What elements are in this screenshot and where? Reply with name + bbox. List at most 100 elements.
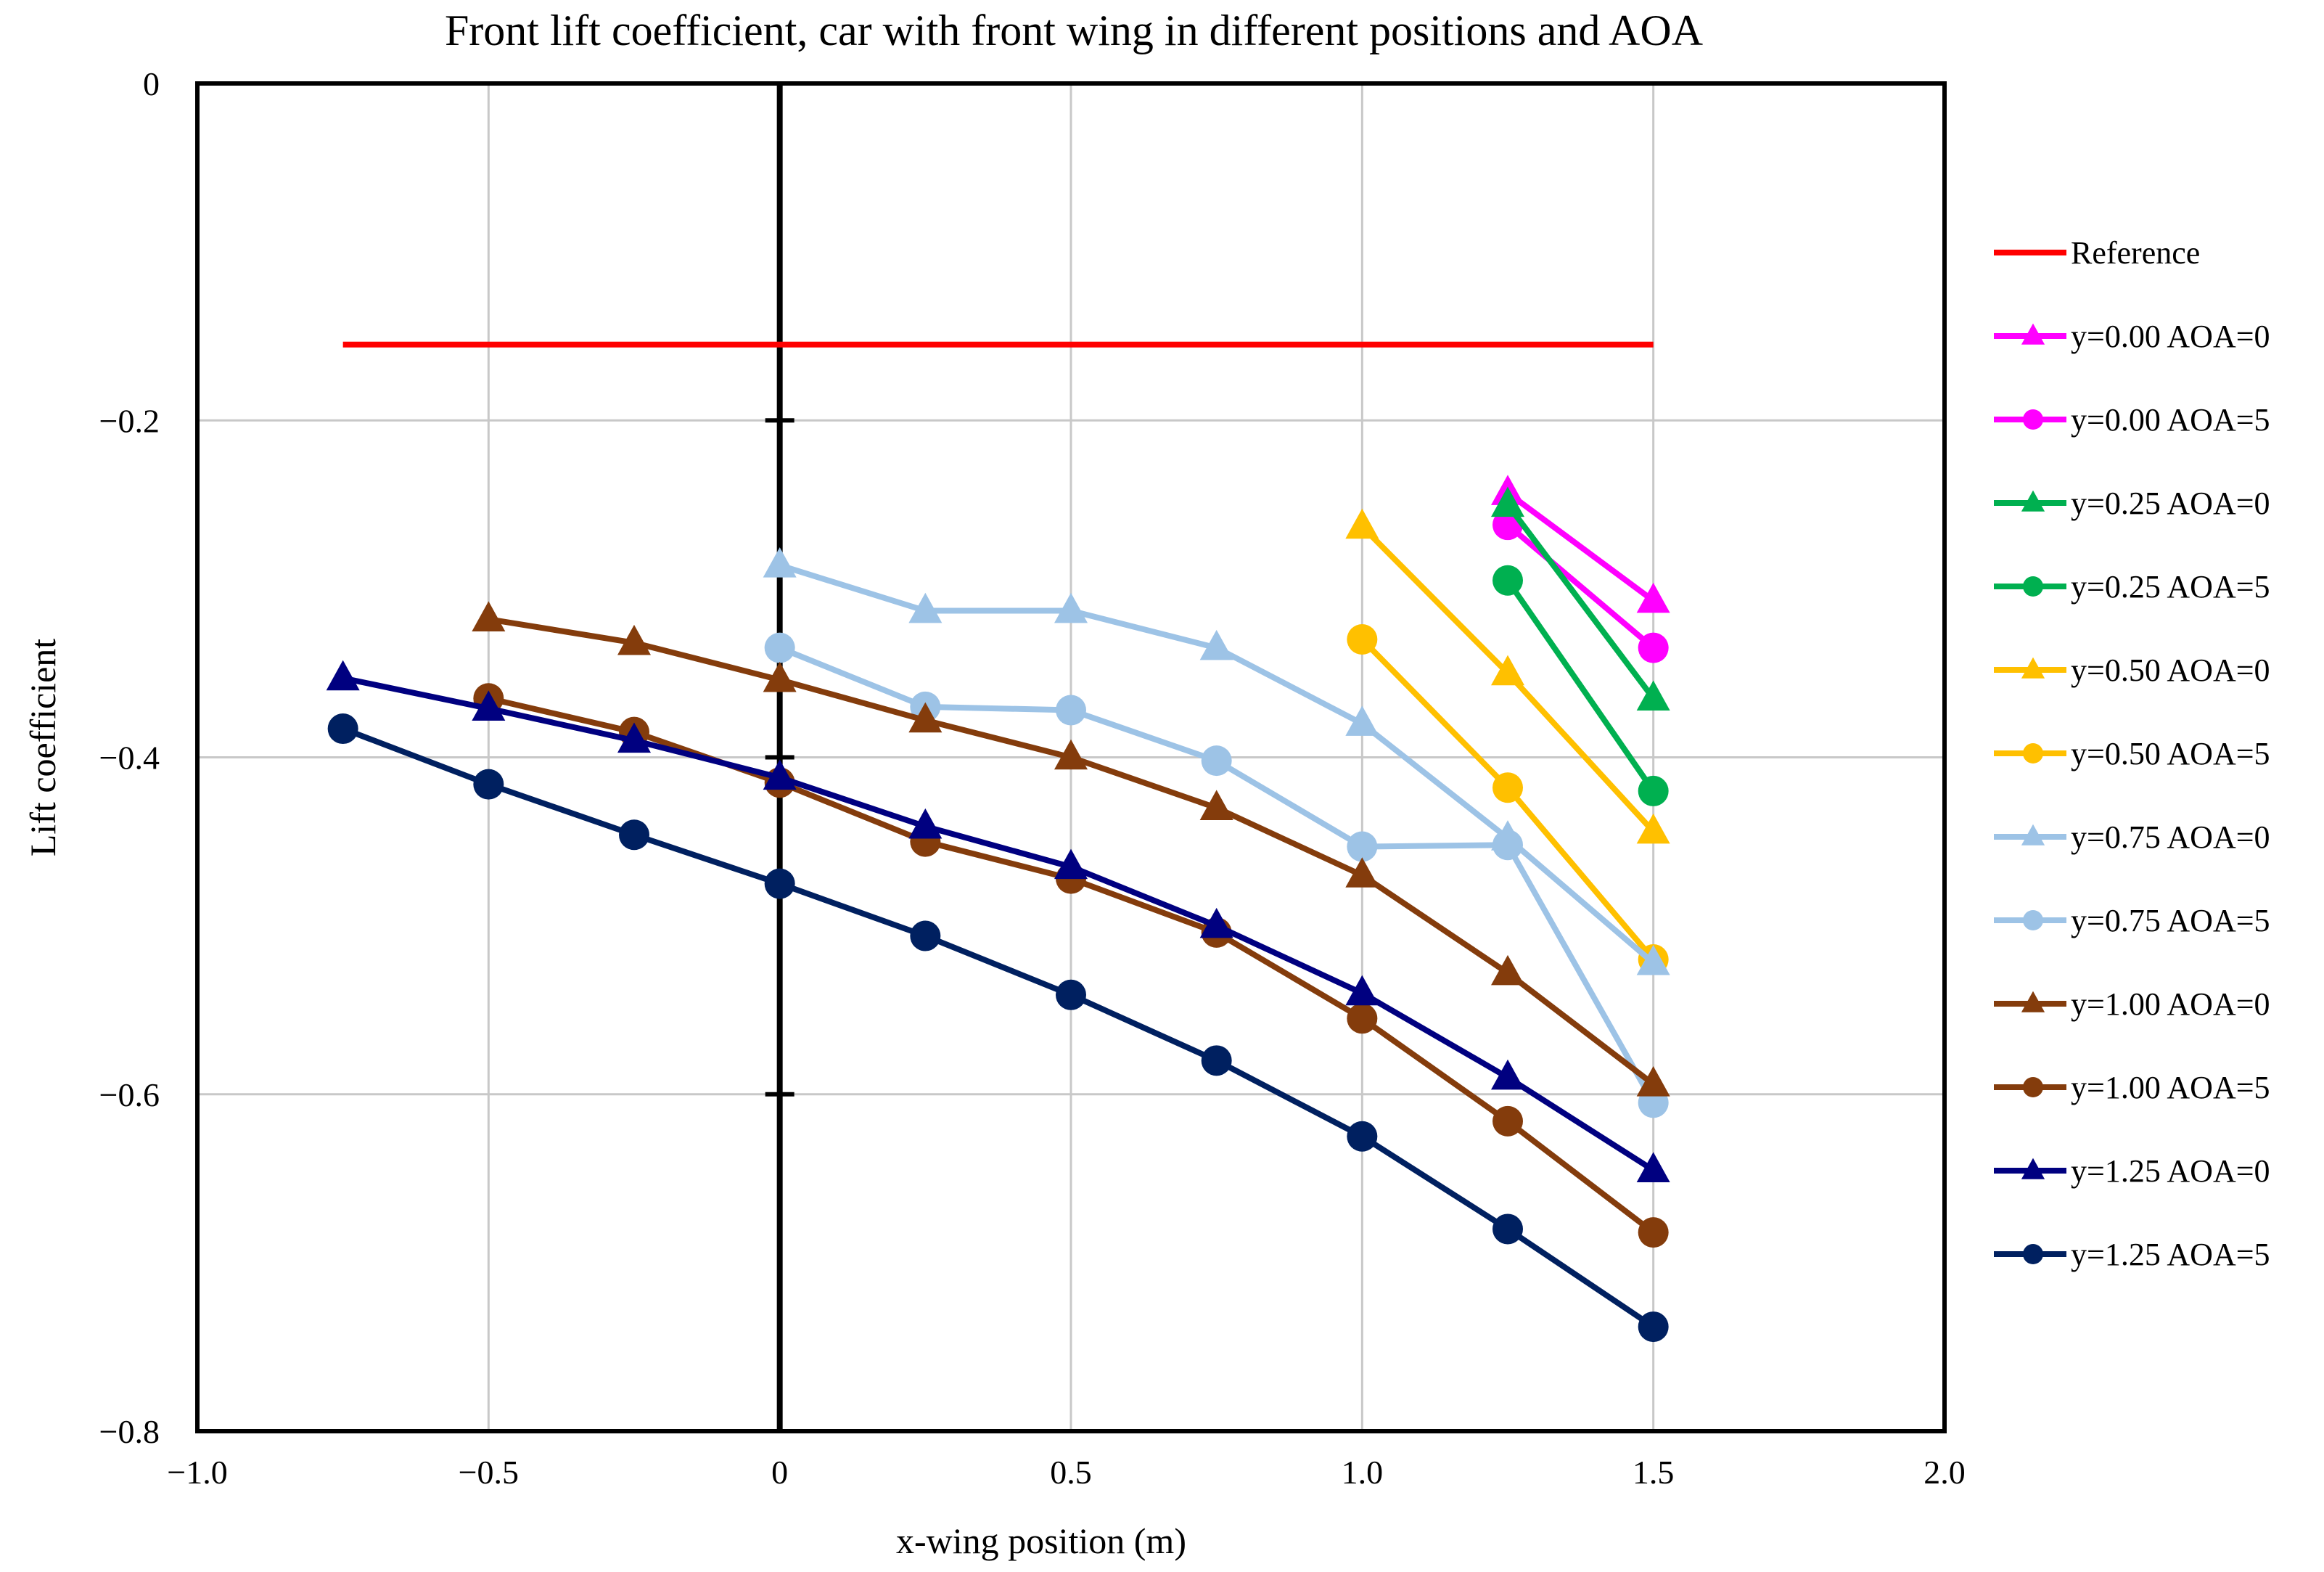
legend-label: y=0.75 AOA=0 — [2071, 819, 2270, 855]
data-point — [326, 660, 360, 691]
legend-entry: y=0.50 AOA=5 — [1994, 736, 2270, 771]
data-point — [1638, 632, 1669, 663]
legend-label: y=1.00 AOA=5 — [2071, 1070, 2270, 1105]
data-point — [1199, 790, 1233, 820]
series-5 — [1345, 508, 1670, 844]
y-tick-label: −0.2 — [99, 402, 160, 439]
data-point — [619, 819, 649, 851]
data-point — [1636, 1066, 1670, 1097]
series-line — [342, 675, 1655, 1173]
x-tick-label: 1.5 — [1633, 1454, 1675, 1491]
data-point — [763, 759, 797, 790]
legend-swatch-marker — [2021, 991, 2045, 1012]
data-point — [1347, 1003, 1378, 1034]
x-tick-label: −0.5 — [459, 1454, 519, 1491]
data-series — [326, 341, 1670, 1343]
legend-swatch-marker — [2023, 576, 2043, 597]
legend-label: y=0.50 AOA=0 — [2071, 652, 2270, 688]
legend-label: y=1.00 AOA=0 — [2071, 986, 2270, 1022]
data-point — [1201, 1045, 1232, 1076]
tick-labels: −1.0 −0.5 0 0.5 1.0 1.5 2.0 0 −0.2 −0.4 −0.6 −0.8 — [99, 65, 1966, 1491]
axes — [195, 81, 1947, 1433]
data-point — [908, 702, 943, 733]
legend-entry: y=0.75 AOA=5 — [1994, 903, 2270, 938]
plot-border — [195, 81, 1947, 1433]
data-point — [1347, 624, 1378, 655]
legend-entry: y=1.25 AOA=0 — [1994, 1153, 2270, 1189]
chart-title: Front lift coefficient, car with front w… — [445, 7, 1703, 54]
x-axis-title: x-wing position (m) — [896, 1520, 1186, 1561]
data-point — [1199, 629, 1233, 660]
y-tick-label: −0.6 — [99, 1076, 160, 1113]
data-point — [1638, 1311, 1669, 1343]
x-tick-label: 1.0 — [1342, 1454, 1384, 1491]
data-point — [764, 868, 795, 899]
series-11 — [326, 660, 1670, 1183]
y-tick-label: 0 — [143, 65, 160, 102]
data-point — [1345, 705, 1379, 736]
legend-entry: y=1.00 AOA=5 — [1994, 1070, 2270, 1105]
legend-swatch-marker — [2021, 323, 2045, 345]
data-point — [1638, 775, 1669, 806]
legend-swatch-marker — [2021, 824, 2045, 846]
data-point — [1636, 680, 1670, 711]
data-point — [1491, 486, 1524, 517]
data-point — [764, 632, 795, 663]
series-9 — [472, 601, 1670, 1097]
data-point — [1347, 1121, 1378, 1152]
legend-swatch-marker — [2021, 657, 2045, 679]
data-point — [1056, 979, 1086, 1010]
series-line — [1506, 523, 1656, 650]
legend-swatch-marker — [2023, 1077, 2043, 1097]
legend-entry: y=0.50 AOA=0 — [1994, 652, 2270, 688]
legend-label: y=0.00 AOA=5 — [2071, 402, 2270, 438]
series-12 — [327, 713, 1669, 1343]
legend-swatch-marker — [2023, 409, 2043, 430]
legend-label: y=0.75 AOA=5 — [2071, 903, 2270, 938]
series-line — [1505, 578, 1656, 793]
data-point — [1056, 695, 1086, 726]
data-point — [1054, 592, 1088, 623]
data-point — [1636, 1152, 1670, 1183]
data-point — [1347, 831, 1378, 862]
data-point — [1636, 944, 1670, 975]
data-point — [1638, 1217, 1669, 1248]
series-line — [1505, 502, 1656, 700]
x-tick-label: 0.5 — [1050, 1454, 1092, 1491]
data-point — [1054, 739, 1088, 770]
legend-label: y=0.00 AOA=0 — [2071, 319, 2270, 354]
series-line — [1506, 490, 1656, 603]
legend-entry: y=0.00 AOA=0 — [1994, 319, 2270, 354]
data-point — [1491, 1059, 1524, 1090]
x-tick-label: −1.0 — [167, 1454, 227, 1491]
legend-entry: y=1.25 AOA=5 — [1994, 1237, 2270, 1272]
data-point — [1054, 848, 1088, 880]
legend-label: y=1.25 AOA=0 — [2071, 1153, 2270, 1189]
legend: Reference y=0.00 AOA=0 y=0.00 AOA=5 y=0.25 … — [1994, 235, 2270, 1272]
y-tick-label: −0.8 — [99, 1413, 160, 1450]
legend-entry: y=0.00 AOA=5 — [1994, 402, 2270, 438]
legend-entry: y=0.25 AOA=5 — [1994, 569, 2270, 605]
legend-entry: y=1.00 AOA=0 — [1994, 986, 2270, 1022]
x-tick-label: 2.0 — [1923, 1454, 1966, 1491]
data-point — [472, 601, 506, 631]
data-point — [763, 547, 797, 578]
data-point — [617, 722, 651, 753]
data-point — [1636, 813, 1670, 844]
legend-swatch-marker — [2023, 1244, 2043, 1264]
data-point — [1492, 772, 1523, 803]
legend-label: Reference — [2071, 235, 2200, 271]
x-tick-label: 0 — [771, 1454, 788, 1491]
y-axis-title: Lift coefficient — [22, 639, 63, 856]
data-point — [910, 920, 941, 951]
y-tick-label: −0.4 — [99, 740, 160, 777]
data-point — [1636, 582, 1670, 613]
legend-swatch-marker — [2021, 1158, 2045, 1179]
data-point — [1491, 954, 1524, 986]
legend-entry: y=0.25 AOA=0 — [1994, 486, 2270, 521]
legend-label: y=0.50 AOA=5 — [2071, 736, 2270, 771]
series-line — [342, 726, 1655, 1330]
data-point — [327, 713, 358, 745]
data-point — [763, 661, 797, 692]
data-point — [1199, 907, 1233, 938]
